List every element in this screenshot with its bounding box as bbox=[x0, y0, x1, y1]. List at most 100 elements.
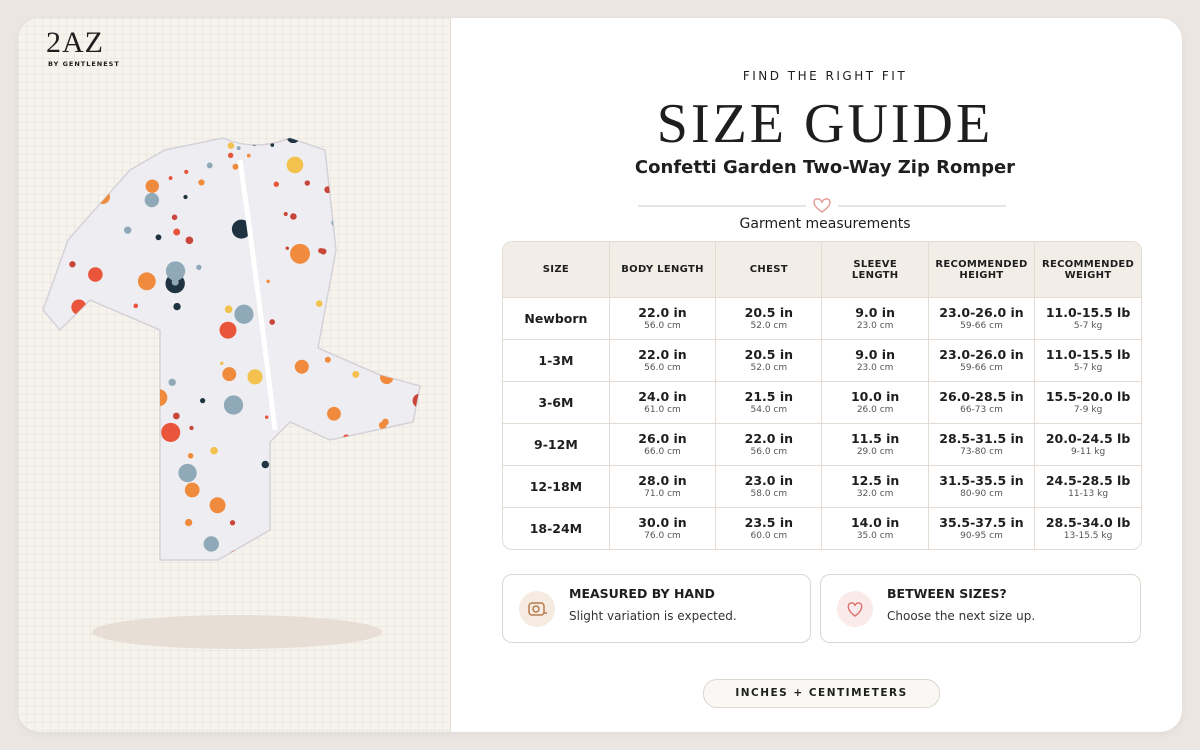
print-dot bbox=[144, 192, 160, 208]
section-label: Garment measurements bbox=[739, 216, 911, 232]
print-dot bbox=[200, 398, 206, 404]
print-dot bbox=[412, 393, 420, 408]
measure-cell: 30.0 in 76.0 cm bbox=[608, 507, 716, 549]
table-body: Newborn 22.0 in 56.0 cm 20.5 in 52.0 cm 9.0 i… bbox=[503, 297, 1141, 549]
measure-imperial: 12.5 in bbox=[850, 472, 900, 488]
table: SIZE BODY LENGTH CHEST SLEEVE LENGTH RECOMME… bbox=[503, 242, 1141, 549]
print-dot bbox=[374, 483, 382, 491]
measure-cell: 26.0 in 66.0 cm bbox=[608, 423, 716, 466]
measure-metric: 13-15.5 kg bbox=[1063, 530, 1113, 541]
print-dot bbox=[366, 511, 374, 519]
shadow bbox=[92, 615, 382, 649]
column-header: BODY LENGTH bbox=[608, 242, 716, 298]
print-dot bbox=[405, 476, 409, 480]
measure-imperial: 23.5 in bbox=[744, 514, 794, 530]
print-dot bbox=[273, 181, 279, 187]
print-dot bbox=[43, 360, 50, 368]
print-dot bbox=[380, 308, 387, 316]
measure-metric: 66.0 cm bbox=[644, 446, 681, 457]
measure-cell: 28.5-31.5 in 73-80 cm bbox=[927, 423, 1035, 466]
print-dot bbox=[386, 367, 393, 375]
measure-metric: 76.0 cm bbox=[644, 530, 681, 541]
measure-cell: 11.0-15.5 lb 5-7 kg bbox=[1034, 297, 1141, 340]
print-dot bbox=[155, 234, 162, 241]
table-row: 1-3M 22.0 in 56.0 cm 20.5 in 52.0 cm 9.0 in 23… bbox=[503, 339, 1141, 382]
print-dot bbox=[187, 453, 194, 459]
measure-imperial: 11.0-15.5 lb bbox=[1045, 346, 1131, 362]
column-header: RECOMMENDED WEIGHT bbox=[1034, 242, 1141, 298]
measure-metric: 66-73 cm bbox=[960, 404, 1003, 415]
print-dot bbox=[35, 265, 42, 272]
print-dot bbox=[150, 389, 168, 407]
print-dot bbox=[123, 226, 132, 234]
subtitle: Confetti Garden Two-Way Zip Romper bbox=[634, 157, 1016, 178]
measure-imperial: 22.0 in bbox=[638, 304, 687, 320]
print-dot bbox=[389, 197, 406, 214]
print-dot bbox=[377, 274, 392, 289]
print-dot bbox=[152, 539, 157, 543]
measure-cell: 14.0 in 35.0 cm bbox=[821, 507, 929, 549]
print-dot bbox=[189, 425, 194, 431]
print-dot bbox=[64, 388, 73, 397]
print-dot bbox=[102, 419, 110, 427]
print-dot bbox=[168, 176, 173, 180]
measure-imperial: 30.0 in bbox=[638, 514, 687, 530]
column-header: RECOMMENDED HEIGHT bbox=[927, 242, 1035, 298]
measure-cell: 26.0-28.5 in 66-73 cm bbox=[927, 381, 1035, 424]
print-dot bbox=[231, 219, 251, 239]
table-row: 9-12M 26.0 in 66.0 cm 22.0 in 56.0 cm 11.5 in… bbox=[503, 423, 1141, 466]
measure-imperial: 28.5-31.5 in bbox=[939, 430, 1024, 446]
measure-imperial: 11.5 in bbox=[850, 430, 900, 446]
note-card: MEASURED BY HAND Slight variation is exp… bbox=[502, 574, 811, 643]
brand-logo: 2AZ bbox=[46, 26, 104, 59]
measure-cell: 24.0 in 61.0 cm bbox=[608, 381, 716, 424]
measure-cell: 22.0 in 56.0 cm bbox=[608, 339, 716, 382]
print-dot bbox=[128, 334, 142, 348]
print-dot bbox=[251, 140, 257, 146]
icon-tape bbox=[519, 591, 555, 627]
product-panel: 2AZ BY GENTLENEST bbox=[18, 18, 451, 732]
measure-imperial: 35.5-37.5 in bbox=[939, 514, 1024, 530]
print-dot bbox=[219, 321, 237, 339]
print-dot bbox=[395, 323, 402, 330]
print-dot bbox=[90, 454, 95, 458]
print-dot bbox=[318, 247, 324, 254]
print-dot bbox=[142, 544, 146, 548]
measure-cell: 23.5 in 60.0 cm bbox=[715, 507, 822, 549]
print-dot bbox=[229, 520, 236, 526]
print-dot bbox=[234, 304, 254, 324]
print-dot bbox=[372, 335, 378, 342]
print-dot bbox=[126, 366, 131, 371]
measure-metric: 7-9 kg bbox=[1073, 404, 1103, 415]
print-dot bbox=[247, 369, 263, 385]
print-dot bbox=[362, 324, 368, 329]
table-row: 18-24M 30.0 in 76.0 cm 23.5 in 60.0 cm 14.0 i… bbox=[503, 507, 1141, 549]
measure-metric: 56.0 cm bbox=[644, 362, 681, 373]
size-guide-card: 2AZ BY GENTLENEST FIND THE RIGHT FIT SIZ… bbox=[18, 18, 1182, 732]
print-dot bbox=[58, 448, 65, 455]
measure-imperial: 22.0 in bbox=[744, 430, 794, 446]
title: SIZE GUIDE bbox=[656, 93, 994, 155]
column-header: SLEEVE LENGTH bbox=[821, 242, 929, 298]
note-heading: MEASURED BY HAND bbox=[569, 586, 715, 601]
measure-metric: 56.0 cm bbox=[750, 446, 788, 457]
print-dot bbox=[69, 150, 77, 157]
size-cell: 1-3M bbox=[503, 339, 610, 382]
measure-metric: 9-11 kg bbox=[1070, 446, 1106, 457]
print-dot bbox=[264, 415, 269, 419]
print-dot bbox=[227, 142, 235, 149]
measure-imperial: 24.0 in bbox=[638, 388, 687, 404]
column-header: SIZE bbox=[503, 242, 610, 298]
print-dot bbox=[95, 433, 102, 441]
print-dot bbox=[171, 278, 179, 286]
measure-metric: 5-7 kg bbox=[1073, 320, 1103, 331]
print-dot bbox=[222, 367, 237, 382]
measure-cell: 10.0 in 26.0 cm bbox=[821, 381, 929, 424]
print-dot bbox=[369, 195, 389, 215]
note-text: Slight variation is expected. bbox=[569, 609, 737, 623]
print-dot bbox=[136, 380, 151, 395]
unit-toggle[interactable]: INCHES + CENTIMETERS bbox=[703, 679, 940, 708]
measure-cell: 28.5-34.0 lb 13-15.5 kg bbox=[1034, 507, 1141, 549]
print-dot bbox=[405, 260, 412, 267]
measure-cell: 23.0-26.0 in 59-66 cm bbox=[927, 297, 1035, 340]
